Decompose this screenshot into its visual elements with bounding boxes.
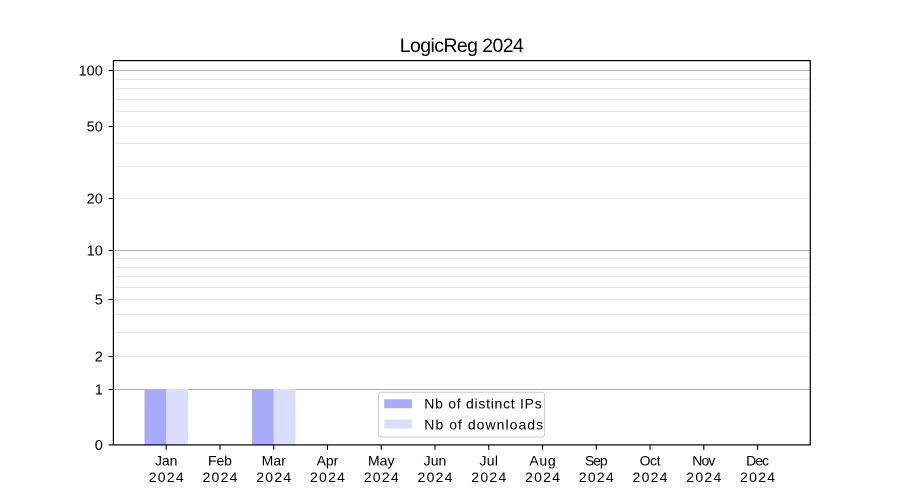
svg-text:Apr: Apr <box>317 453 339 469</box>
svg-text:2024: 2024 <box>256 469 291 485</box>
svg-text:Jan: Jan <box>155 453 177 469</box>
svg-text:Nb of distinct IPs: Nb of distinct IPs <box>424 396 541 412</box>
svg-text:May: May <box>368 453 395 469</box>
svg-text:Jun: Jun <box>424 453 447 469</box>
svg-text:2024: 2024 <box>364 469 399 485</box>
svg-text:2024: 2024 <box>149 469 184 485</box>
svg-text:2024: 2024 <box>202 469 237 485</box>
svg-text:50: 50 <box>87 119 103 135</box>
svg-text:2024: 2024 <box>686 469 721 485</box>
svg-text:0: 0 <box>95 438 103 454</box>
svg-text:Jul: Jul <box>479 453 498 469</box>
svg-text:2024: 2024 <box>740 469 775 485</box>
svg-text:2: 2 <box>95 349 103 365</box>
svg-text:5: 5 <box>95 292 103 308</box>
svg-text:10: 10 <box>87 243 103 259</box>
svg-text:2024: 2024 <box>418 469 453 485</box>
svg-text:Mar: Mar <box>262 453 287 469</box>
svg-text:Nb of downloads: Nb of downloads <box>424 416 543 432</box>
svg-text:LogicReg 2024: LogicReg 2024 <box>400 35 524 57</box>
svg-text:Aug: Aug <box>529 453 555 469</box>
svg-text:2024: 2024 <box>525 469 560 485</box>
svg-text:2024: 2024 <box>579 469 614 485</box>
svg-text:20: 20 <box>87 191 103 207</box>
svg-text:Oct: Oct <box>640 453 661 469</box>
svg-text:Dec: Dec <box>746 453 769 469</box>
svg-text:Feb: Feb <box>208 453 232 469</box>
svg-text:Nov: Nov <box>692 453 715 469</box>
svg-text:2024: 2024 <box>310 469 345 485</box>
svg-text:2024: 2024 <box>471 469 506 485</box>
svg-text:1: 1 <box>95 382 103 398</box>
svg-text:100: 100 <box>79 63 103 79</box>
svg-text:2024: 2024 <box>633 469 668 485</box>
svg-text:Sep: Sep <box>585 453 608 469</box>
